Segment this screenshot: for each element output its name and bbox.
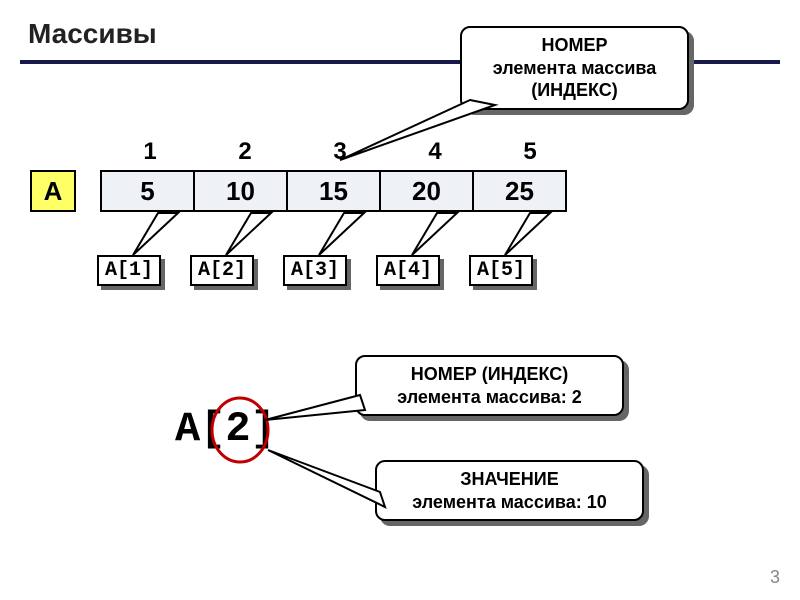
callout-value-detail: ЗНАЧЕНИЕ элемента массива: 10 bbox=[375, 460, 644, 521]
callout-index-detail-l1: НОМЕР (ИНДЕКС) bbox=[367, 363, 612, 386]
callout-index-detail-l2: элемента массива: 2 bbox=[367, 386, 612, 409]
pointer-index-detail bbox=[265, 395, 365, 420]
detail-expr-idx: 2 bbox=[225, 405, 250, 453]
cell-3: 15 bbox=[286, 170, 381, 212]
detail-expr-close: ] bbox=[251, 405, 276, 453]
page-number: 3 bbox=[770, 567, 780, 588]
index-5: 5 bbox=[520, 138, 540, 166]
callout-index-detail: НОМЕР (ИНДЕКС) элемента массива: 2 bbox=[355, 355, 624, 416]
cell-2: 10 bbox=[193, 170, 288, 212]
index-1: 1 bbox=[140, 138, 160, 166]
callout-index-top-l2: элемента массива bbox=[472, 57, 677, 80]
alabel-1: A[1] bbox=[97, 255, 161, 286]
index-2: 2 bbox=[235, 138, 255, 166]
alabel-3: A[3] bbox=[283, 255, 347, 286]
pointer-cell-5 bbox=[505, 213, 550, 255]
cell-1: 5 bbox=[100, 170, 195, 212]
pointer-cell-3 bbox=[319, 213, 364, 255]
cell-4: 20 bbox=[379, 170, 474, 212]
array-name-box: A bbox=[30, 170, 76, 212]
callout-value-detail-l2: элемента массива: 10 bbox=[387, 491, 632, 514]
pointer-cell-2 bbox=[226, 213, 271, 255]
callout-value-detail-l1: ЗНАЧЕНИЕ bbox=[387, 468, 632, 491]
alabel-4: A[4] bbox=[376, 255, 440, 286]
alabel-2: A[2] bbox=[190, 255, 254, 286]
callout-index-top-l3: (ИНДЕКС) bbox=[472, 79, 677, 102]
callout-index-top-l1: НОМЕР bbox=[472, 34, 677, 57]
detail-expr: A[2] bbox=[175, 405, 276, 453]
cell-5: 25 bbox=[472, 170, 567, 212]
alabel-5: A[5] bbox=[469, 255, 533, 286]
pointer-value-detail bbox=[268, 450, 385, 507]
page-title: Массивы bbox=[28, 18, 157, 50]
index-4: 4 bbox=[425, 138, 445, 166]
detail-expr-a: A[ bbox=[175, 405, 225, 453]
index-3: 3 bbox=[330, 138, 350, 166]
array-name: A bbox=[44, 176, 63, 206]
callout-index-top: НОМЕР элемента массива (ИНДЕКС) bbox=[460, 26, 689, 110]
pointer-cell-1 bbox=[133, 213, 178, 255]
pointer-cell-4 bbox=[412, 213, 457, 255]
